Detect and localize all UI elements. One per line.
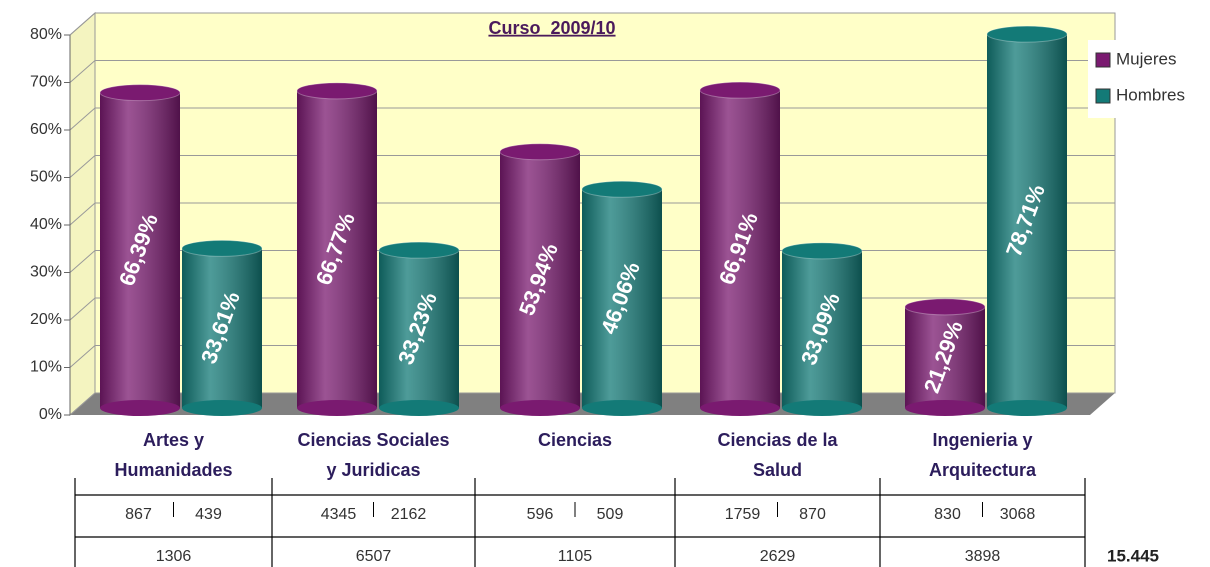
table-cell: 867 [125,506,152,523]
bar [699,81,781,416]
bar-bottom [500,400,580,416]
legend-label: Mujeres [1116,49,1176,68]
table-cell: 1759 [725,506,761,523]
bar-top [781,242,863,260]
x-tick-label: Artes y Humanidades [114,430,233,480]
bar [99,84,181,416]
table-lines [74,478,1086,567]
table-cell: 1105 [558,548,593,565]
table-cell: 509 [597,506,624,523]
bar-top [296,82,378,100]
legend-label: Hombres [1116,85,1185,104]
bar-bottom [905,400,985,416]
bar-top [378,241,460,259]
bar-shade [297,90,377,408]
bar-shade [182,248,262,408]
y-tick-label: 0% [39,406,62,423]
table-cell: 1306 [156,548,192,565]
bar [499,143,581,416]
table-cell: 870 [799,506,826,523]
bar-top [904,298,986,316]
y-tick-label: 80% [30,26,62,43]
x-tick-label: Ciencias de la Salud [717,430,838,480]
bar-bottom [582,400,662,416]
grid-line [69,60,1115,83]
y-tick-label: 10% [30,359,62,376]
bar-shade [700,90,780,409]
bar-top [181,239,263,257]
legend-swatch [1095,52,1111,68]
bar-shade [379,250,459,408]
x-tick-label: Ciencias [537,430,613,450]
y-tick-label: 40% [30,216,62,233]
table-cell: 6507 [356,548,392,565]
table-total: 15.445 [1107,546,1159,565]
bar-shade [500,151,580,408]
bar-shade [100,92,180,409]
table-cell: 2162 [391,506,427,523]
bar-top [99,84,181,102]
legend-swatch [1095,88,1111,104]
bar-top [581,180,663,198]
y-tick-label: 60% [30,121,62,138]
bar [296,82,378,416]
bar-bottom [100,400,180,416]
table-cell: 439 [195,506,222,523]
bar [378,241,460,416]
bar [781,242,863,416]
bar-top [499,143,581,161]
table-cell: 2629 [760,548,796,565]
table-cell: 4345 [321,506,357,523]
x-tick-label: Ciencias Sociales y Juridicas [297,430,450,480]
bar-bottom [297,400,377,416]
bar-bottom [782,400,862,416]
y-tick-label: 50% [30,169,62,186]
table-cell: 3068 [1000,506,1036,523]
bar-top [699,81,781,99]
bar [181,239,263,416]
bar-shade [582,189,662,408]
y-tick-label: 20% [30,311,62,328]
bar-bottom [379,400,459,416]
bar-shade [905,306,985,408]
table-cell: 3898 [965,548,1001,565]
bar-shade [782,250,862,408]
y-tick-label: 70% [30,74,62,91]
bar [986,25,1068,416]
bar-shade [987,34,1067,408]
chart-title: Curso 2009/10 [488,18,615,38]
bar-bottom [700,400,780,416]
grid-line [69,12,1115,36]
table-cell: 596 [527,506,554,523]
x-tick-label: Ingenieria y Arquitectura [928,430,1036,480]
y-tick-label: 30% [30,264,62,281]
bar-top [986,25,1068,43]
bar [904,298,986,416]
table-cell: 830 [934,506,961,523]
bar [581,180,663,416]
bar-bottom [987,400,1067,416]
title-box [462,14,642,44]
bar-bottom [182,400,262,416]
